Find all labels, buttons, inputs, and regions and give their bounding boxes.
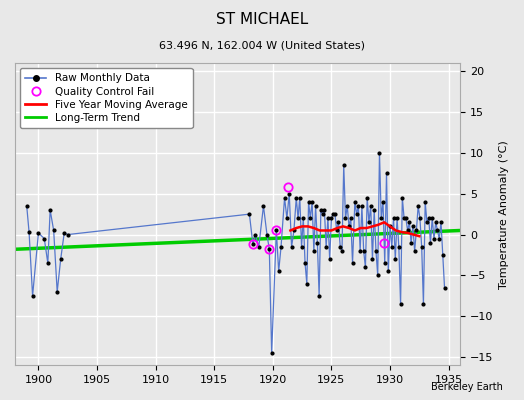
Legend: Raw Monthly Data, Quality Control Fail, Five Year Moving Average, Long-Term Tren: Raw Monthly Data, Quality Control Fail, … <box>20 68 192 128</box>
Text: 63.496 N, 162.004 W (United States): 63.496 N, 162.004 W (United States) <box>159 40 365 50</box>
Text: ST MICHAEL: ST MICHAEL <box>216 12 308 27</box>
Y-axis label: Temperature Anomaly (°C): Temperature Anomaly (°C) <box>499 140 509 288</box>
Text: Berkeley Earth: Berkeley Earth <box>431 382 503 392</box>
